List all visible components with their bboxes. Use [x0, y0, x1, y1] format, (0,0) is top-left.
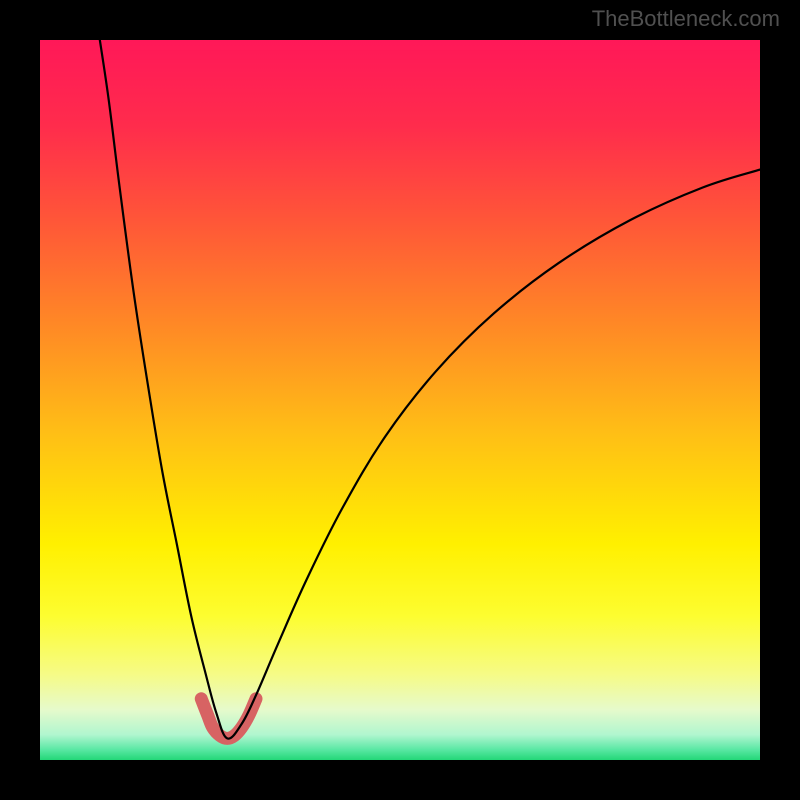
bottleneck-chart: [40, 40, 760, 760]
watermark-text: TheBottleneck.com: [592, 6, 780, 32]
chart-svg: [40, 40, 760, 760]
